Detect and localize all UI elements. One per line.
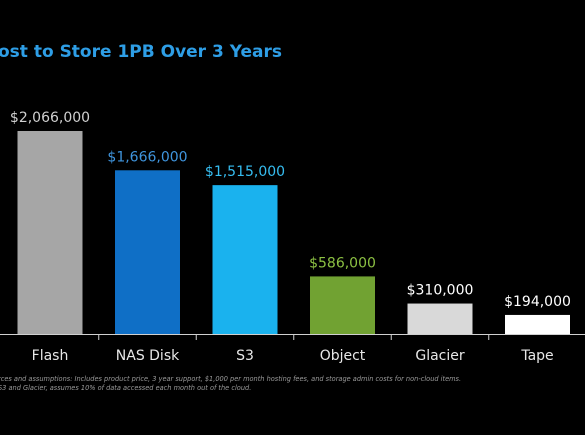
value-label: $586,000 bbox=[309, 255, 376, 271]
bar bbox=[505, 314, 570, 334]
chart-title: ost to Store 1PB Over 3 Years bbox=[0, 42, 282, 62]
x-tick-label: NAS Disk bbox=[116, 348, 180, 364]
value-label: $2,066,000 bbox=[10, 110, 90, 126]
bar bbox=[115, 170, 180, 334]
bar bbox=[212, 185, 278, 334]
bar bbox=[407, 303, 473, 334]
x-tick-label: Glacier bbox=[415, 348, 465, 364]
footnote: S3 and Glacier, assumes 10% of data acce… bbox=[0, 384, 251, 392]
value-label: $310,000 bbox=[407, 283, 474, 299]
x-tick-label: S3 bbox=[236, 348, 254, 364]
value-label: $194,000 bbox=[504, 294, 571, 310]
value-label: $1,666,000 bbox=[107, 149, 187, 165]
x-tick-label: Flash bbox=[32, 348, 69, 364]
value-label: $1,515,000 bbox=[205, 164, 285, 180]
bar bbox=[17, 131, 83, 334]
x-tick-label: Tape bbox=[520, 348, 553, 364]
x-tick-label: Object bbox=[320, 348, 366, 364]
bar bbox=[310, 276, 375, 334]
footnote: rces and assumptions: Includes product p… bbox=[0, 375, 461, 383]
